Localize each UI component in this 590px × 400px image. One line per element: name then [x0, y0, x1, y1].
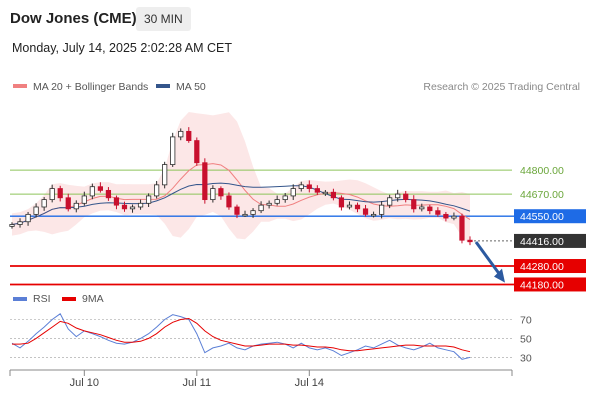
forecast-arrow-shaft — [474, 241, 504, 279]
level-label: 44280.00 — [520, 261, 564, 273]
level-label: 44550.00 — [520, 211, 564, 223]
candle-body — [186, 130, 192, 141]
level-label: 44670.00 — [520, 189, 564, 201]
legend-label-9ma: 9MA — [82, 293, 104, 305]
candle-body — [226, 195, 232, 208]
rsi-ma9-line — [12, 317, 471, 353]
legend-swatch-ma20 — [13, 84, 27, 88]
legend-swatch-rsi — [13, 297, 27, 301]
candle-body — [242, 213, 248, 217]
candle-body — [9, 224, 15, 227]
chart-credit: Research © 2025 Trading Central — [423, 81, 580, 93]
candle-body — [282, 195, 288, 201]
candle-body — [113, 197, 120, 206]
candle-body — [435, 210, 441, 215]
ma20-line — [11, 163, 471, 225]
candle-body — [178, 130, 184, 138]
candle-body — [330, 191, 337, 199]
candle-body — [419, 206, 425, 210]
level-label-box — [514, 209, 586, 224]
level-label-box — [514, 259, 586, 274]
ma50-line — [11, 182, 471, 225]
candle-body — [395, 193, 401, 199]
level-label: 44800.00 — [520, 165, 564, 177]
candle-body — [137, 202, 144, 208]
candle-body — [25, 213, 31, 223]
candle-body — [234, 206, 240, 215]
level-label: 44180.00 — [520, 279, 564, 291]
candle-body — [314, 188, 320, 193]
candle-body — [194, 140, 200, 164]
candle-body — [266, 202, 272, 206]
candle-body — [49, 188, 55, 201]
rsi-tick-label: 50 — [520, 333, 532, 345]
rsi-panel: RSI 9MA 30 50 70 Jul 10 Jul 11 Jul 14 — [9, 293, 532, 389]
candle-body — [17, 221, 23, 225]
candle-body — [427, 206, 433, 212]
candle-body — [411, 199, 417, 210]
candle-body — [379, 204, 385, 215]
candle-body — [451, 215, 457, 219]
legend-label-rsi: RSI — [33, 293, 51, 305]
candle-body — [105, 189, 112, 199]
candle-body — [443, 213, 449, 219]
candle-body — [298, 184, 304, 189]
level-label: 44416.00 — [520, 236, 564, 248]
level-label-box — [514, 233, 586, 248]
candle-body — [306, 184, 312, 189]
candle-body — [290, 188, 296, 197]
legend-swatch-ma50 — [156, 84, 170, 88]
candle-body — [362, 208, 369, 215]
candle-body — [338, 197, 345, 208]
candle-body — [73, 202, 79, 210]
candle-body — [274, 199, 280, 204]
candle-body — [41, 199, 47, 208]
candle-body — [97, 186, 103, 191]
bollinger-band — [12, 112, 470, 245]
candle-body — [459, 215, 465, 241]
candle-body — [33, 206, 39, 215]
candle-body — [202, 162, 208, 201]
candle-body — [467, 239, 473, 243]
forecast-arrow-head — [494, 268, 505, 283]
candle-body — [89, 186, 95, 197]
x-tick-label: Jul 14 — [295, 377, 324, 389]
candle-body — [346, 204, 353, 208]
chart-header: Dow Jones (CME) 30 MIN — [0, 0, 590, 38]
rsi-line — [11, 313, 471, 360]
candle-body — [154, 184, 160, 197]
rsi-tick-label: 70 — [520, 314, 532, 326]
candle-body — [162, 164, 168, 186]
candle-body — [170, 136, 176, 165]
candle-body — [210, 188, 216, 201]
candle-body — [121, 204, 128, 210]
candle-body — [258, 204, 264, 212]
level-label-box — [514, 277, 586, 292]
timeframe-button[interactable]: 30 MIN — [136, 7, 191, 31]
x-tick-label: Jul 10 — [70, 377, 99, 389]
candle-body — [65, 197, 71, 210]
candle-body — [81, 195, 87, 204]
candle-body — [322, 191, 328, 195]
candle-body — [370, 213, 377, 217]
candle-body — [387, 197, 393, 206]
candle-body — [57, 188, 63, 199]
candle-body — [250, 210, 256, 215]
candle-body — [129, 206, 136, 210]
chart-datetime: Monday, July 14, 2025 2:02:28 AM CET — [12, 41, 233, 55]
price-panel: MA 20 + Bollinger Bands MA 50 Research © 2… — [9, 81, 586, 292]
candle-body — [218, 188, 224, 197]
legend-swatch-9ma — [62, 297, 76, 301]
candle-body — [403, 193, 409, 201]
legend-label-ma20: MA 20 + Bollinger Bands — [33, 81, 148, 93]
candle-body — [354, 204, 361, 210]
candle-body — [145, 195, 152, 204]
rsi-tick-label: 30 — [520, 352, 532, 364]
x-tick-label: Jul 11 — [183, 377, 212, 389]
instrument-title: Dow Jones (CME) — [10, 10, 137, 27]
legend-label-ma50: MA 50 — [176, 81, 206, 93]
